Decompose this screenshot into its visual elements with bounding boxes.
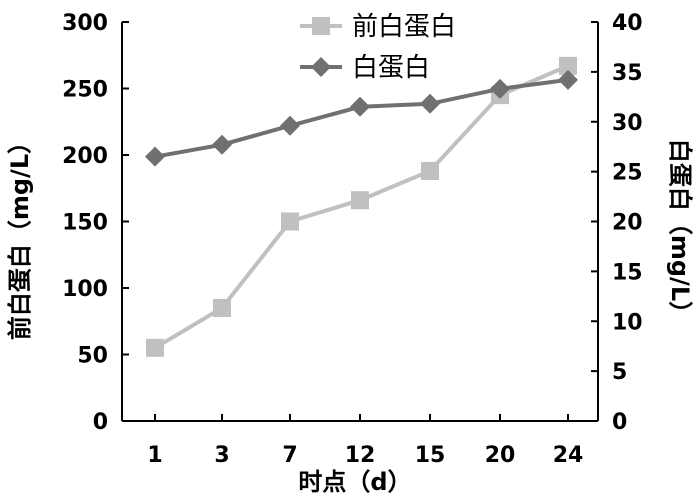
left-tick-label: 150	[62, 211, 108, 236]
legend-label: 白蛋白	[352, 53, 430, 83]
x-tick-label: 12	[345, 443, 376, 468]
legend-item: 前白蛋白	[300, 12, 456, 42]
data-point	[145, 146, 165, 167]
data-point	[421, 161, 439, 180]
right-tick-label: 25	[612, 161, 643, 186]
right-y-ticks: 0 5 10 15 20 25 30 35 40	[591, 11, 643, 435]
legend-label: 前白蛋白	[352, 12, 456, 42]
data-point	[558, 69, 578, 90]
x-tick-label: 24	[553, 443, 584, 468]
left-tick-label: 300	[62, 11, 108, 36]
right-tick-label: 5	[612, 360, 627, 385]
legend-marker	[311, 57, 331, 77]
data-point	[213, 298, 231, 317]
data-point	[212, 134, 232, 155]
data-point	[281, 212, 299, 231]
left-tick-label: 0	[93, 410, 108, 435]
series-2	[145, 69, 578, 167]
data-point	[280, 115, 300, 136]
data-point	[350, 96, 370, 117]
series-layer	[145, 56, 578, 357]
right-tick-label: 35	[612, 61, 643, 86]
data-point	[490, 78, 510, 99]
left-tick-label: 200	[62, 144, 108, 169]
data-point	[146, 338, 164, 357]
left-tick-label: 50	[77, 344, 108, 369]
x-tick-label: 20	[485, 443, 516, 468]
left-tick-label: 250	[62, 78, 108, 103]
right-tick-label: 15	[612, 260, 643, 285]
x-tick-label: 15	[415, 443, 446, 468]
left-tick-label: 100	[62, 277, 108, 302]
data-point	[420, 93, 440, 114]
right-tick-label: 30	[612, 111, 643, 136]
right-tick-label: 20	[612, 211, 643, 236]
left-y-ticks: 0 50 100 150 200 250 300	[62, 11, 129, 435]
legend-item: 白蛋白	[300, 53, 430, 83]
right-tick-label: 10	[612, 310, 643, 335]
x-ticks: 1 3 7 12 15 20 24	[147, 414, 583, 468]
right-y-axis-title: 白蛋白（mg/L）	[666, 139, 694, 325]
x-tick-label: 3	[214, 443, 229, 468]
x-tick-label: 7	[282, 443, 297, 468]
right-tick-label: 0	[612, 410, 627, 435]
legend-marker	[312, 17, 330, 35]
data-point	[351, 191, 369, 210]
x-axis-title: 时点（d）	[298, 468, 411, 496]
left-y-axis-title: 前白蛋白（mg/L）	[6, 130, 34, 340]
data-point	[559, 56, 577, 75]
x-tick-label: 1	[147, 443, 162, 468]
right-tick-label: 40	[612, 11, 643, 36]
